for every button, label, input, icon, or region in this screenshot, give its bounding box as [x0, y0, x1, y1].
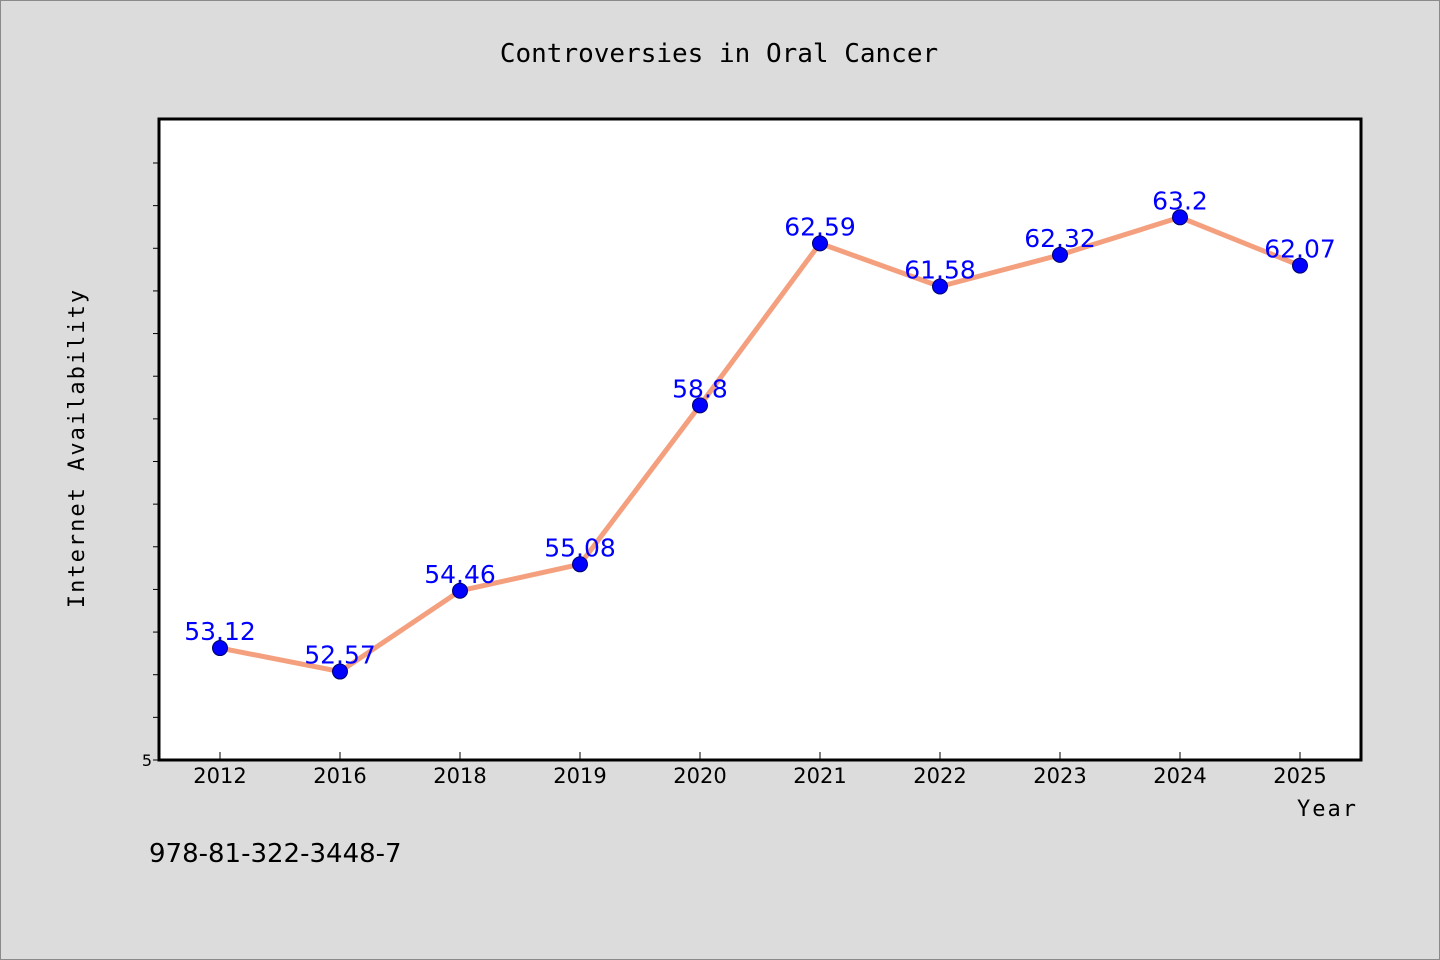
data-label: 53.12 [184, 617, 256, 646]
data-label: 62.32 [1024, 224, 1096, 253]
x-tick-label: 2020 [673, 764, 726, 788]
x-tick-label: 2022 [913, 764, 966, 788]
x-axis-tick-labels: 2012 2016 2018 2019 2020 2021 2022 2023 2024 2025 [193, 764, 1326, 788]
x-axis-label: Year [1297, 797, 1358, 822]
data-point [1052, 246, 1068, 263]
data-point [1172, 209, 1188, 226]
y-axis-ticks [153, 162, 159, 761]
data-label: 62.07 [1264, 235, 1336, 264]
data-point [932, 278, 948, 295]
data-label: 55.08 [544, 533, 616, 562]
x-tick-label: 2021 [793, 764, 846, 788]
x-tick-label: 2019 [553, 764, 606, 788]
data-label: 62.59 [784, 212, 856, 241]
x-axis-ticks [219, 752, 1301, 760]
data-label: 63.2 [1152, 186, 1208, 215]
y-tick-label: 5 [142, 751, 152, 770]
x-tick-label: 2023 [1033, 764, 1086, 788]
data-point [1292, 257, 1308, 274]
series-line [217, 214, 1303, 675]
data-point [332, 663, 348, 680]
data-point [692, 397, 708, 414]
isbn-footer: 978-81-322-3448-7 [149, 839, 402, 869]
chart-title: Controversies in Oral Cancer [500, 39, 938, 69]
y-axis-label: Internet Availability [65, 288, 90, 608]
data-label: 52.57 [304, 641, 376, 670]
x-tick-label: 2012 [193, 764, 246, 788]
x-tick-label: 2025 [1273, 764, 1326, 788]
x-tick-label: 2018 [433, 764, 486, 788]
data-label: 58.8 [672, 374, 728, 403]
data-point [572, 556, 588, 573]
data-label: 54.46 [424, 560, 496, 589]
data-label: 61.58 [904, 256, 976, 285]
data-point [212, 640, 228, 657]
x-tick-label: 2024 [1153, 764, 1206, 788]
x-tick-label: 2016 [313, 764, 366, 788]
data-point [812, 235, 828, 252]
series-line-group: 53.12 52.57 54.46 55.08 58.8 62.59 61.58 62.32 6… [184, 186, 1336, 680]
data-point [452, 582, 468, 599]
